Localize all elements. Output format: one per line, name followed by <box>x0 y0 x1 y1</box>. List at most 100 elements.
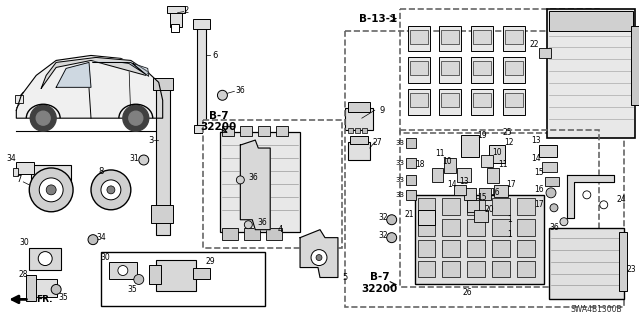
Circle shape <box>129 111 143 125</box>
Bar <box>151 205 173 223</box>
Bar <box>223 228 238 240</box>
Circle shape <box>139 155 148 165</box>
Bar <box>471 89 493 115</box>
Bar <box>223 126 234 136</box>
Bar <box>259 126 270 136</box>
Text: 29: 29 <box>205 257 215 266</box>
Bar <box>193 268 211 279</box>
Bar <box>241 126 252 136</box>
Circle shape <box>244 221 252 229</box>
Bar <box>440 89 461 115</box>
Circle shape <box>311 249 327 265</box>
Text: 16: 16 <box>534 185 544 194</box>
Circle shape <box>123 105 148 131</box>
Polygon shape <box>133 63 148 76</box>
Bar <box>549 228 623 300</box>
Bar <box>481 155 493 167</box>
Bar <box>408 57 429 83</box>
Bar <box>406 175 415 185</box>
Text: 15: 15 <box>477 193 487 202</box>
Bar <box>431 168 444 182</box>
Text: B-13-1: B-13-1 <box>358 14 397 24</box>
Bar <box>410 62 428 75</box>
Text: 26: 26 <box>463 288 472 297</box>
Bar <box>505 93 523 107</box>
Circle shape <box>560 218 568 226</box>
Text: 35: 35 <box>58 293 68 302</box>
Bar <box>487 168 499 183</box>
Bar <box>15 95 23 103</box>
Bar <box>442 30 460 43</box>
Text: 32200: 32200 <box>200 122 237 132</box>
Bar <box>503 26 525 51</box>
Bar <box>408 89 429 115</box>
Polygon shape <box>241 140 270 230</box>
Bar <box>442 261 460 278</box>
Circle shape <box>600 201 608 209</box>
Bar <box>348 128 353 133</box>
Bar <box>458 168 471 182</box>
Text: 4: 4 <box>278 225 283 234</box>
Text: 19: 19 <box>477 130 487 140</box>
Text: 15: 15 <box>534 168 544 177</box>
Text: 5: 5 <box>342 273 348 282</box>
Bar <box>505 62 523 75</box>
Bar <box>101 252 265 306</box>
Circle shape <box>134 274 144 285</box>
Bar <box>467 240 485 256</box>
Text: 32: 32 <box>378 231 388 240</box>
Bar <box>474 62 492 75</box>
Bar <box>467 261 485 278</box>
Bar <box>442 198 460 215</box>
Bar <box>547 9 635 138</box>
Bar <box>465 188 476 200</box>
Bar <box>202 120 342 248</box>
Bar <box>406 190 415 200</box>
Bar <box>442 62 460 75</box>
Bar <box>362 128 367 133</box>
Bar <box>399 130 599 287</box>
Bar <box>442 93 460 107</box>
Text: B-7: B-7 <box>370 272 390 283</box>
Text: 32200: 32200 <box>362 285 398 294</box>
Bar <box>355 128 360 133</box>
Polygon shape <box>300 230 338 278</box>
Bar <box>417 261 435 278</box>
Bar <box>29 279 57 297</box>
Bar <box>630 26 639 105</box>
Circle shape <box>38 252 52 265</box>
Bar <box>410 30 428 43</box>
Bar <box>276 126 288 136</box>
Text: 33: 33 <box>395 192 404 198</box>
Bar <box>474 93 492 107</box>
Text: 6: 6 <box>212 51 218 60</box>
Bar <box>399 9 599 133</box>
Circle shape <box>101 180 121 200</box>
Bar <box>417 210 435 225</box>
Circle shape <box>46 185 56 195</box>
Circle shape <box>91 170 131 210</box>
Text: 22: 22 <box>529 40 539 49</box>
Bar <box>503 89 525 115</box>
Bar <box>545 177 559 186</box>
Circle shape <box>387 233 397 243</box>
Bar <box>467 198 485 215</box>
Text: 21: 21 <box>405 210 414 219</box>
Bar <box>26 276 36 301</box>
Circle shape <box>30 105 56 131</box>
Circle shape <box>51 285 61 294</box>
Text: 13: 13 <box>460 177 469 186</box>
Bar <box>259 155 278 170</box>
Circle shape <box>387 215 397 225</box>
Bar <box>517 261 535 278</box>
Text: 11: 11 <box>499 160 508 169</box>
Text: 9: 9 <box>379 106 385 115</box>
Bar <box>442 219 460 236</box>
Text: 33: 33 <box>395 140 404 146</box>
Text: 36: 36 <box>549 223 559 232</box>
Text: 24: 24 <box>617 195 627 204</box>
Circle shape <box>39 178 63 202</box>
Bar <box>156 80 170 235</box>
Bar <box>109 262 137 279</box>
Bar <box>492 219 510 236</box>
